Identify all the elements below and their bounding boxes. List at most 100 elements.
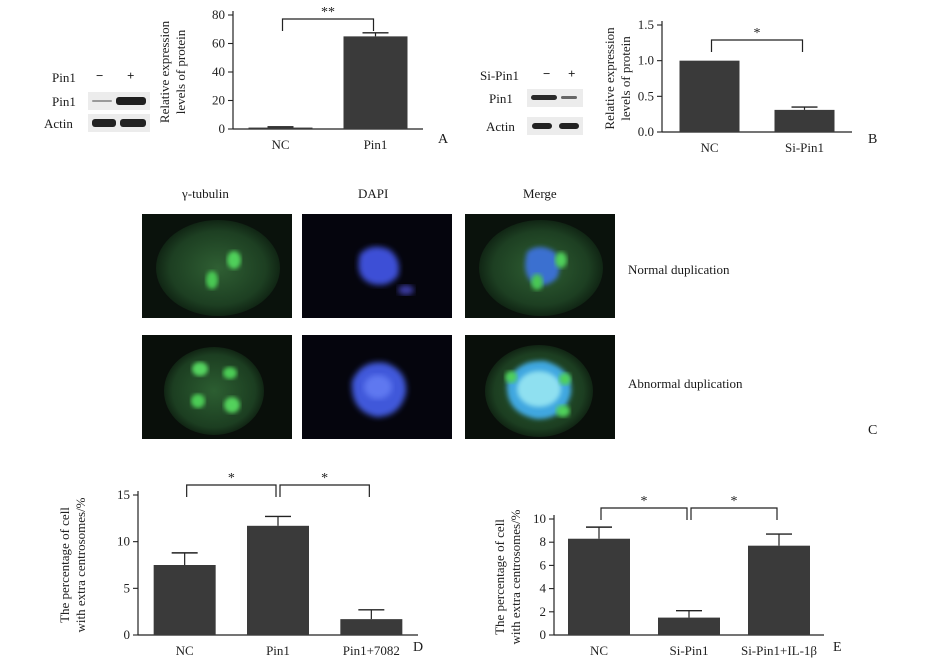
y-tick-label: 10 (117, 534, 130, 549)
panel-letter-e: E (833, 640, 842, 655)
image-abnormal-gamma-tubulin (142, 335, 292, 439)
bracket-line (279, 484, 370, 497)
wb-a-minus: − (96, 68, 104, 83)
wb-b-actin-band-control (532, 123, 552, 129)
y-tick-label: 10 (533, 511, 546, 526)
category-label: NC (176, 643, 194, 658)
y-tick-label: 0 (124, 627, 131, 642)
image-normal-dapi (302, 214, 452, 318)
y-axis-label: levels of protein (173, 29, 188, 114)
y-tick-label: 60 (212, 36, 225, 51)
significance-label: * (731, 494, 738, 509)
panel-letter-b: B (868, 132, 878, 147)
image-normal-merge (465, 214, 615, 318)
wb-a-actin-band-treated (120, 119, 146, 127)
wb-b-minus: − (543, 66, 551, 81)
bracket-line (690, 507, 778, 520)
wb-a-treatment-label: Pin1 (52, 70, 76, 85)
wb-b-plus: + (568, 66, 576, 81)
wb-b-row-actin: Actin (486, 119, 515, 134)
significance-bracket: * (279, 471, 370, 497)
category-label: Pin1 (364, 137, 388, 152)
wb-a-pin1-band-treated (116, 97, 146, 105)
bar-chart-a: 0 20 40 60 80 Relative expression levels of pr… (157, 5, 423, 152)
significance-label: ** (321, 5, 335, 20)
wb-b-row-pin1: Pin1 (489, 91, 513, 106)
y-tick-label: 2 (540, 604, 547, 619)
wb-a-actin-lane-box (88, 114, 150, 132)
bar (247, 525, 309, 635)
bracket-line (281, 18, 375, 31)
wb-a-actin-band-control (92, 119, 116, 127)
y-tick-label: 6 (540, 557, 547, 572)
bar (748, 545, 810, 635)
bar (153, 565, 216, 635)
y-tick-label: 8 (540, 534, 547, 549)
category-label: NC (700, 140, 718, 155)
wb-a-pin1-band-control (92, 100, 112, 102)
y-tick-label: 20 (212, 93, 225, 108)
row-label-abnormal: Abnormal duplication (628, 376, 743, 391)
y-tick-label: 0 (219, 121, 226, 136)
bracket-line (600, 507, 688, 520)
y-tick-label: 0 (540, 627, 547, 642)
bar (343, 36, 408, 129)
category-label: Pin1+7082 (343, 643, 400, 658)
significance-bracket: * (186, 471, 277, 497)
y-axis-label: levels of protein (618, 36, 633, 121)
wb-a-row-actin: Actin (44, 116, 73, 131)
y-axis-label: The percentage of cell (57, 507, 72, 623)
y-tick-label: 15 (117, 487, 130, 502)
bar-chart-e: 0 2 4 6 8 10 The percentage of cell with extra … (492, 494, 824, 658)
column-label-dapi: DAPI (358, 186, 389, 201)
wb-b-actin-lane-box (527, 117, 583, 135)
significance-bracket: ** (281, 5, 375, 31)
significance-label: * (641, 494, 648, 509)
y-axis-label: with extra centrosomes/% (73, 497, 88, 632)
bar (340, 619, 403, 635)
bar (658, 617, 720, 635)
image-normal-gamma-tubulin (142, 214, 292, 318)
category-label: Pin1 (266, 643, 290, 658)
bar (774, 109, 835, 132)
image-abnormal-merge (465, 335, 615, 439)
bar (248, 127, 313, 129)
row-label-normal: Normal duplication (628, 262, 730, 277)
significance-label: * (754, 26, 761, 41)
significance-bracket: * (600, 494, 688, 520)
y-tick-label: 1.0 (638, 53, 654, 68)
wb-b-pin1-band-control (531, 95, 557, 100)
category-label: NC (271, 137, 289, 152)
wb-b-actin-band-treated (559, 123, 579, 129)
wb-a-pin1-lane-box (88, 92, 150, 110)
wb-b-pin1-band-treated (561, 96, 577, 99)
y-tick-label: 0.5 (638, 88, 654, 103)
y-axis-label: The percentage of cell (492, 519, 507, 635)
panel-letter-d: D (413, 640, 424, 655)
image-abnormal-dapi (302, 335, 452, 439)
category-label: NC (590, 643, 608, 658)
column-label-merge: Merge (523, 186, 557, 201)
wb-b-treatment-label: Si-Pin1 (480, 68, 520, 83)
wb-b-pin1-lane-box (527, 89, 583, 107)
column-label-gamma-tubulin: γ-tubulin (182, 186, 229, 201)
y-tick-label: 5 (124, 580, 131, 595)
y-axis-label: Relative expression (157, 20, 172, 123)
bar-chart-d: 0 5 10 15 The percentage of cell with extra c… (57, 471, 418, 658)
panel-letter-c: C (868, 423, 878, 438)
bar-chart-b: 0.0 0.5 1.0 1.5 Relative expression levels of… (602, 17, 852, 155)
y-tick-label: 80 (212, 7, 225, 22)
y-axis-label: with extra centrosomes/% (508, 509, 523, 644)
significance-label: * (228, 471, 235, 486)
y-tick-label: 1.5 (638, 17, 654, 32)
bar (679, 60, 740, 132)
y-tick-label: 4 (540, 581, 547, 596)
bar (568, 538, 630, 635)
category-label: Si-Pin1+IL-1β (741, 643, 817, 658)
wb-a-plus: + (127, 68, 135, 83)
category-label: Si-Pin1 (785, 140, 824, 155)
significance-label: * (321, 471, 328, 486)
wb-a-row-pin1: Pin1 (52, 94, 76, 109)
bracket-line (186, 484, 277, 497)
category-label: Si-Pin1 (669, 643, 708, 658)
